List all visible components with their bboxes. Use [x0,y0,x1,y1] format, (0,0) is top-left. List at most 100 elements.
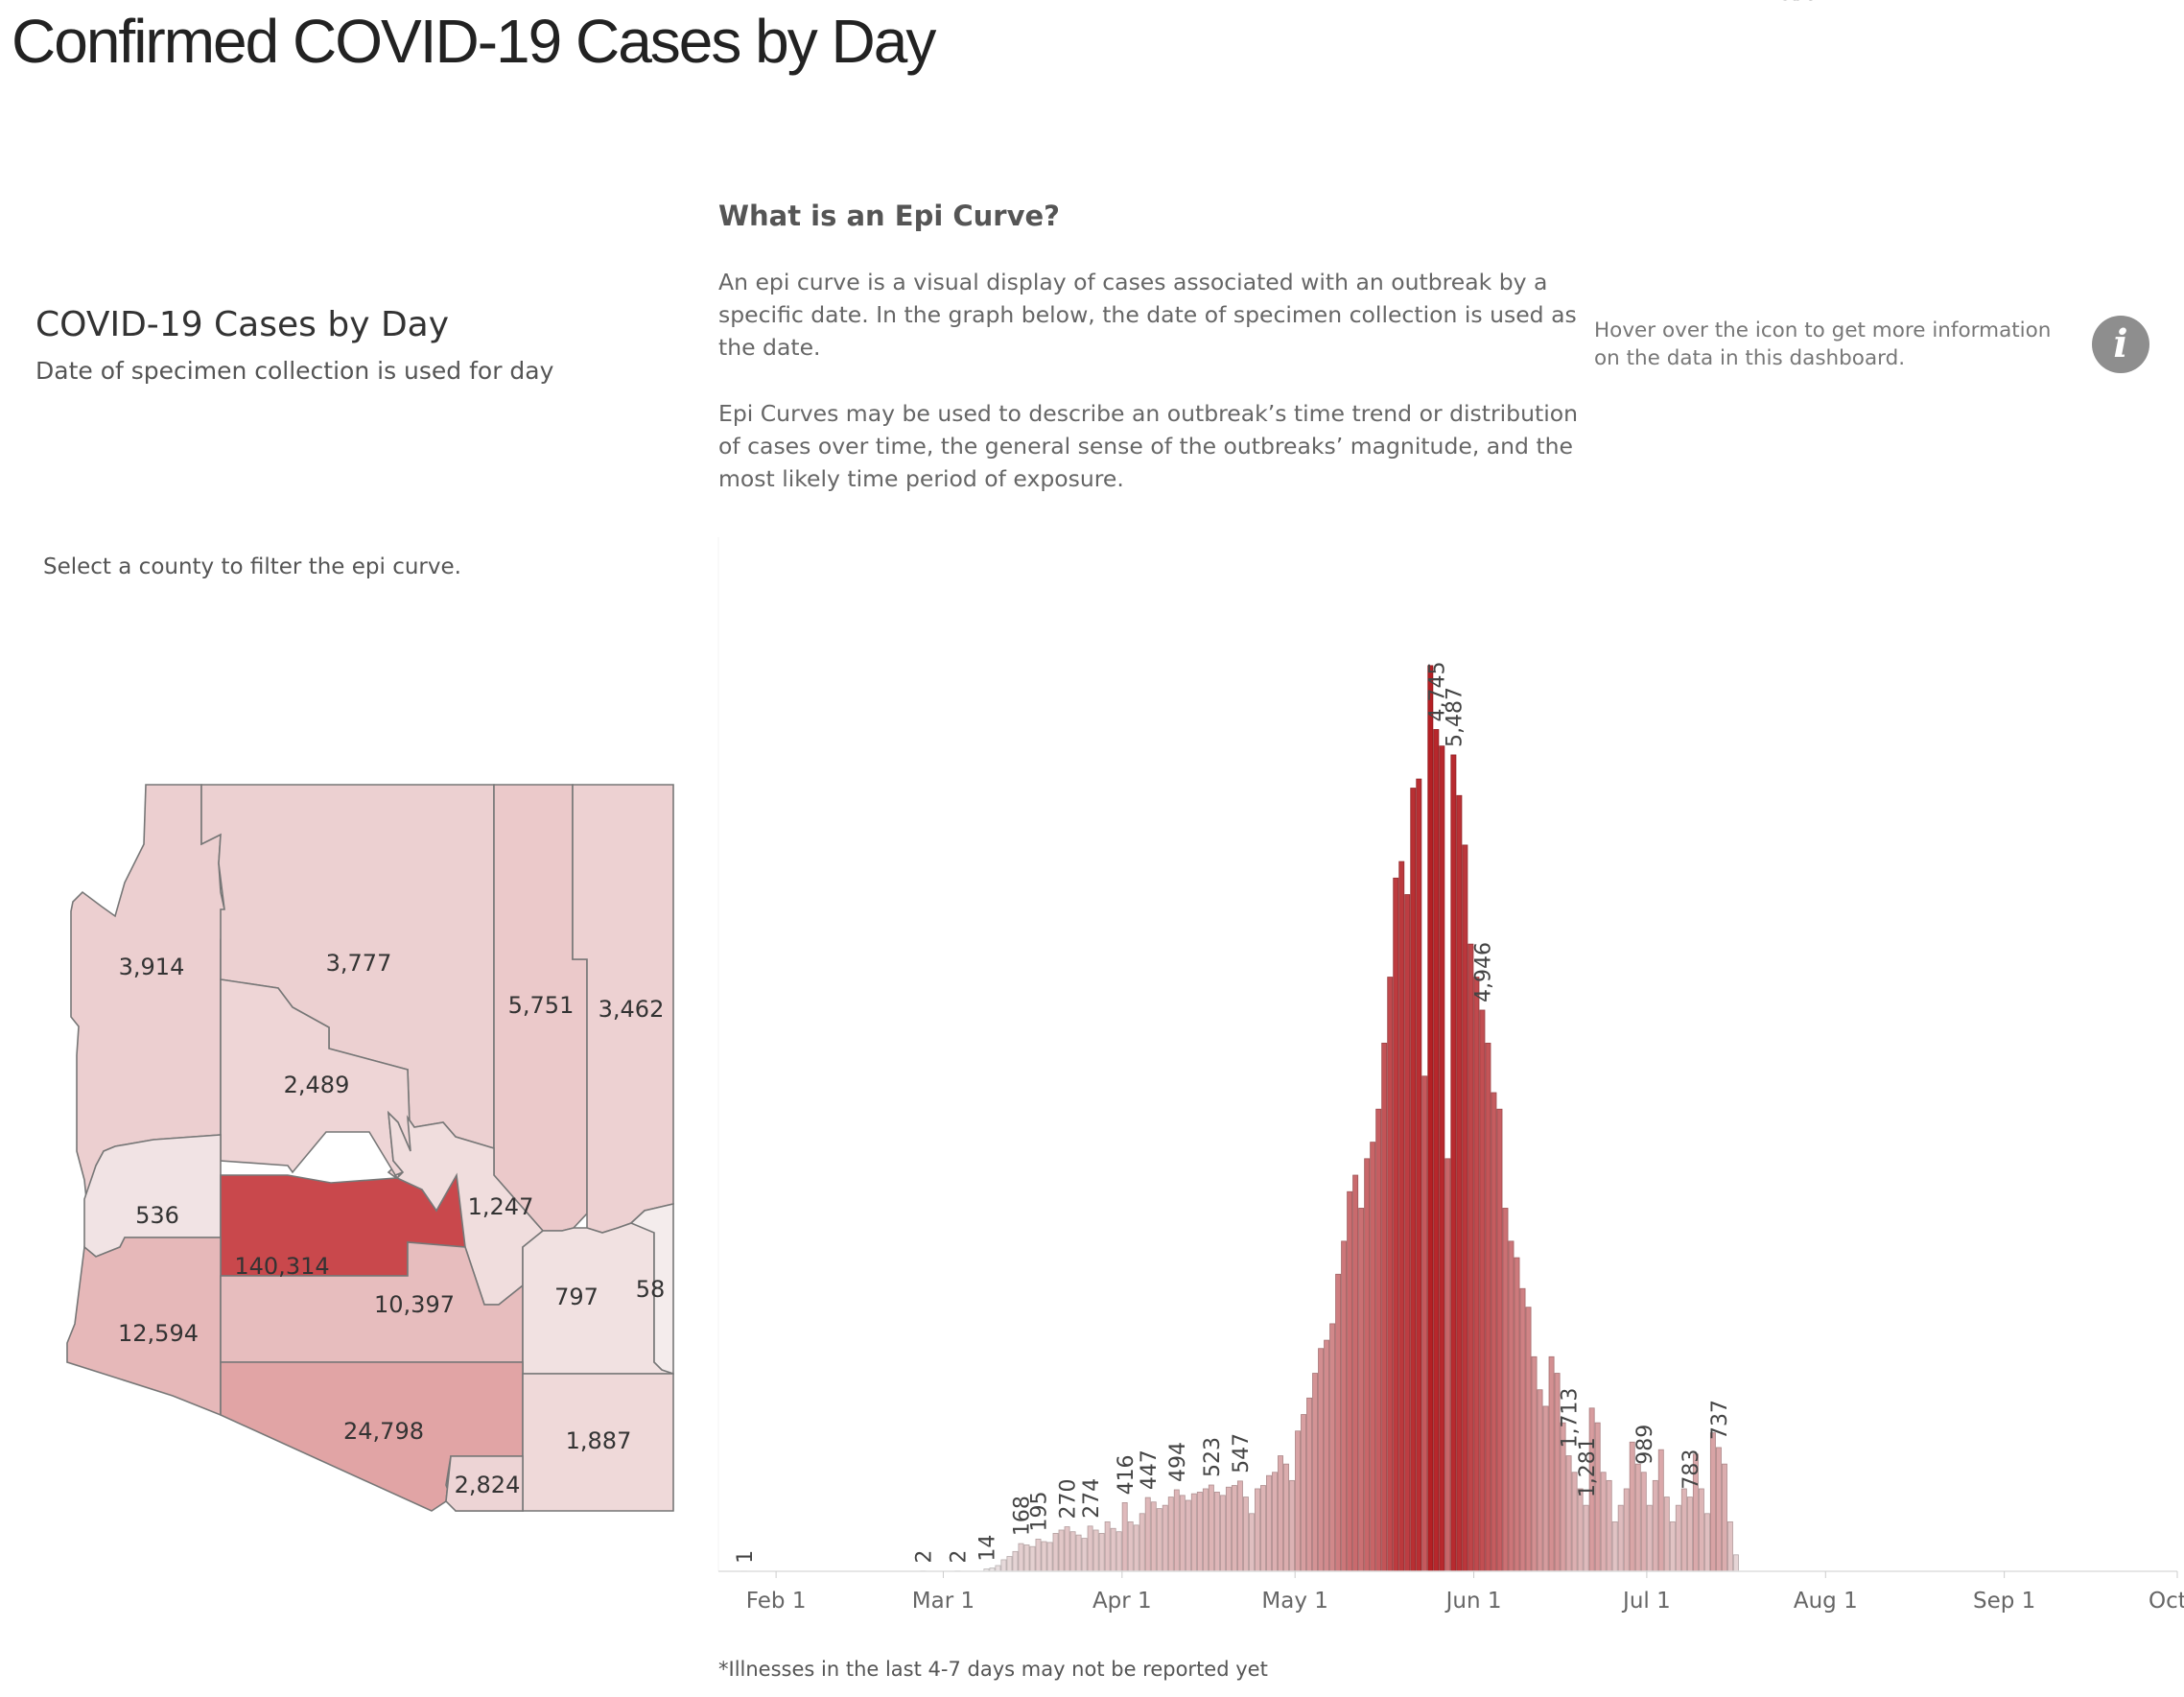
bar[interactable] [1260,1485,1266,1572]
bar[interactable] [1272,1472,1278,1572]
bar[interactable] [1295,1430,1301,1572]
bar[interactable] [1352,1174,1359,1572]
bar[interactable] [1115,1531,1122,1572]
bar[interactable] [1502,1208,1509,1572]
bar[interactable] [1202,1488,1209,1572]
bar[interactable] [1519,1287,1526,1572]
bar[interactable] [1006,1556,1013,1572]
bar[interactable] [1715,1447,1722,1572]
bar[interactable] [1433,729,1440,1572]
bar[interactable] [1462,844,1468,1572]
bar[interactable] [1173,1489,1180,1572]
bar[interactable] [1046,1542,1053,1572]
bar[interactable] [1278,1455,1283,1572]
bar[interactable] [1364,1158,1371,1572]
bar[interactable] [1485,1042,1491,1572]
bar[interactable] [1092,1529,1099,1572]
bar[interactable] [1652,1479,1658,1572]
bar[interactable] [1058,1529,1065,1572]
bar[interactable] [1531,1355,1538,1572]
bar[interactable] [1139,1513,1145,1572]
bar[interactable] [1721,1463,1727,1572]
bar[interactable] [1444,1158,1451,1572]
bar[interactable] [1196,1492,1203,1572]
bar[interactable] [1404,894,1411,1572]
bar[interactable] [1104,1520,1111,1572]
bar[interactable] [1583,1504,1589,1572]
county-greenlee[interactable] [629,1202,674,1376]
bar[interactable] [1393,877,1399,1572]
bar[interactable] [1335,1273,1342,1572]
bar[interactable] [1110,1527,1116,1572]
bar[interactable] [1283,1463,1289,1572]
bar[interactable] [1341,1240,1348,1572]
bar[interactable] [1329,1323,1336,1572]
bar[interactable] [1703,1513,1710,1572]
bar[interactable] [1179,1495,1186,1572]
bar[interactable] [1473,977,1480,1572]
bar[interactable] [1468,943,1474,1572]
bar[interactable] [1606,1479,1612,1572]
bar[interactable] [1000,1559,1007,1572]
bar[interactable] [1236,1480,1243,1572]
county-gila[interactable] [387,1110,545,1306]
bar[interactable] [1646,1504,1653,1572]
bar[interactable] [1289,1479,1295,1572]
bar[interactable] [1035,1539,1042,1572]
bar[interactable] [1640,1472,1647,1572]
bar[interactable] [1064,1526,1070,1572]
bar[interactable] [1600,1472,1607,1572]
bar[interactable] [1219,1495,1226,1572]
bar[interactable] [1029,1545,1036,1572]
bar[interactable] [1657,1449,1664,1572]
bar[interactable] [1398,860,1405,1572]
bar[interactable] [1439,745,1445,1572]
bar[interactable] [1023,1544,1030,1572]
bar[interactable] [1121,1502,1128,1572]
bar[interactable] [1018,1543,1024,1572]
bar[interactable] [1318,1348,1325,1572]
bar[interactable] [1709,1432,1716,1572]
bar[interactable] [1525,1307,1532,1572]
bar[interactable] [1680,1488,1687,1572]
bar[interactable] [1185,1499,1191,1572]
bar[interactable] [1231,1485,1237,1572]
bar[interactable] [1208,1484,1214,1572]
bar[interactable] [1387,977,1394,1572]
bar[interactable] [1427,665,1434,1572]
bar[interactable] [1669,1520,1676,1572]
county-santa-cruz[interactable] [445,1455,524,1512]
bar[interactable] [1496,1108,1503,1572]
bar[interactable] [1686,1497,1693,1572]
bar[interactable] [1358,1208,1365,1572]
bar[interactable] [1634,1463,1641,1572]
bar[interactable] [1421,1075,1428,1572]
bar[interactable] [1081,1538,1088,1572]
bar[interactable] [1133,1524,1139,1572]
bar[interactable] [1514,1257,1520,1572]
bar[interactable] [1242,1497,1249,1572]
bar[interactable] [1726,1520,1733,1572]
bar[interactable] [1190,1493,1197,1572]
bar[interactable] [1248,1513,1255,1572]
bar[interactable] [1416,778,1422,1572]
bar[interactable] [1675,1504,1681,1572]
bar[interactable] [1479,1009,1486,1572]
bar[interactable] [995,1565,1001,1572]
bar[interactable] [1052,1533,1059,1572]
bar[interactable] [1213,1492,1220,1572]
bar[interactable] [1508,1240,1515,1572]
bar[interactable] [1456,794,1463,1572]
bar[interactable] [1144,1497,1151,1572]
bar[interactable] [1156,1508,1162,1572]
bar[interactable] [1075,1534,1082,1572]
bar[interactable] [1548,1355,1555,1572]
bar[interactable] [1324,1339,1330,1572]
bar[interactable] [1306,1397,1313,1572]
bar[interactable] [1301,1414,1307,1572]
bar[interactable] [1347,1190,1353,1572]
bar[interactable] [1012,1550,1019,1572]
bar[interactable] [1617,1504,1624,1572]
bar[interactable] [1098,1533,1105,1572]
bar[interactable] [1450,754,1457,1572]
